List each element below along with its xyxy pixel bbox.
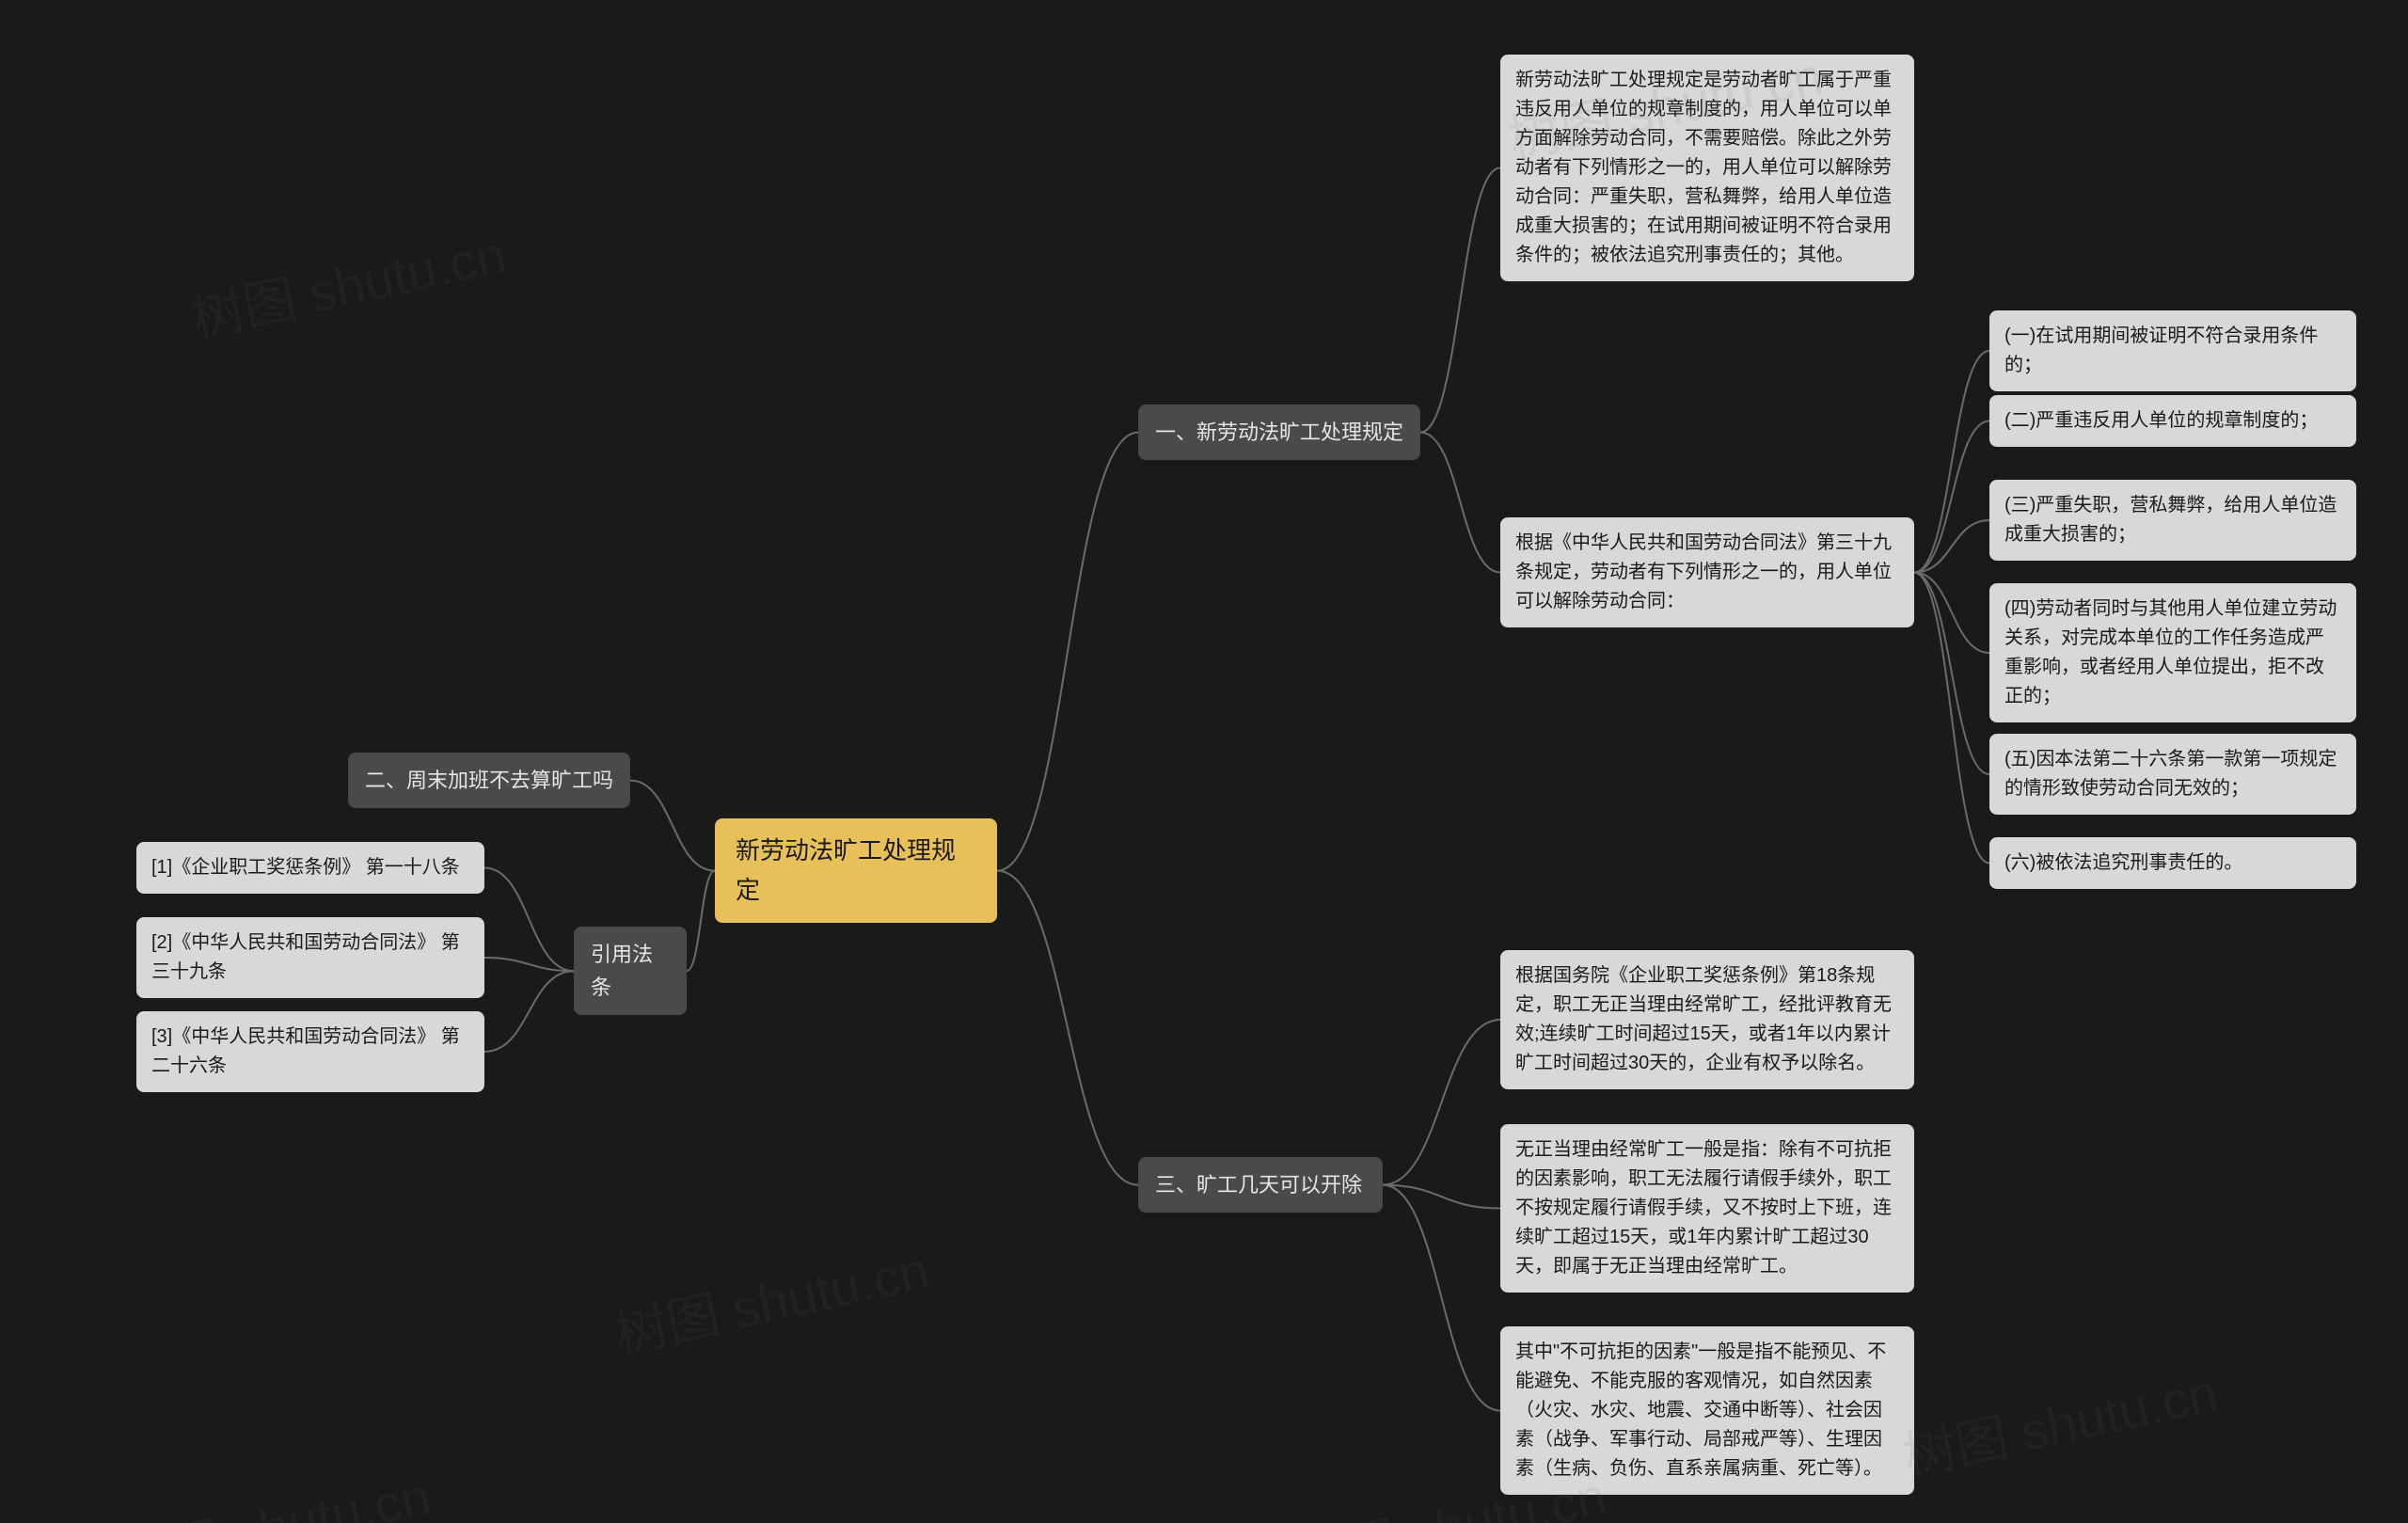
leaf-ref-2[interactable]: [2]《中华人民共和国劳动合同法》 第三十九条 xyxy=(136,917,484,998)
watermark: 树图 shutu.cn xyxy=(108,1454,436,1523)
leaf-b1-2-4[interactable]: (四)劳动者同时与其他用人单位建立劳动关系，对完成本单位的工作任务造成严重影响，… xyxy=(1989,583,2356,722)
root-node[interactable]: 新劳动法旷工处理规定 xyxy=(715,818,997,923)
watermark: 树图 shutu.cn xyxy=(607,1229,935,1370)
leaf-b3-3[interactable]: 其中"不可抗拒的因素"一般是指不能预见、不能避免、不能克服的客观情况，如自然因素… xyxy=(1500,1326,1914,1495)
branch-section-1[interactable]: 一、新劳动法旷工处理规定 xyxy=(1138,405,1420,460)
leaf-b1-2-3[interactable]: (三)严重失职，营私舞弊，给用人单位造成重大损害的； xyxy=(1989,480,2356,561)
watermark: 树图 shutu.cn xyxy=(1895,1351,2224,1492)
leaf-b1-1[interactable]: 新劳动法旷工处理规定是劳动者旷工属于严重违反用人单位的规章制度的，用人单位可以单… xyxy=(1500,55,1914,281)
leaf-ref-3[interactable]: [3]《中华人民共和国劳动合同法》 第二十六条 xyxy=(136,1011,484,1092)
leaf-b1-2-2[interactable]: (二)严重违反用人单位的规章制度的； xyxy=(1989,395,2356,447)
watermark: 树图 shutu.cn xyxy=(183,213,512,354)
branch-references[interactable]: 引用法条 xyxy=(574,927,687,1015)
leaf-b1-2-5[interactable]: (五)因本法第二十六条第一款第一项规定的情形致使劳动合同无效的； xyxy=(1989,734,2356,815)
branch-section-2[interactable]: 二、周末加班不去算旷工吗 xyxy=(348,753,630,808)
leaf-b1-2-6[interactable]: (六)被依法追究刑事责任的。 xyxy=(1989,837,2356,889)
leaf-b3-2[interactable]: 无正当理由经常旷工一般是指：除有不可抗拒的因素影响，职工无法履行请假手续外，职工… xyxy=(1500,1124,1914,1293)
branch-section-3[interactable]: 三、旷工几天可以开除 xyxy=(1138,1157,1383,1213)
leaf-b1-2-1[interactable]: (一)在试用期间被证明不符合录用条件的； xyxy=(1989,310,2356,391)
leaf-b3-1[interactable]: 根据国务院《企业职工奖惩条例》第18条规定，职工无正当理由经常旷工，经批评教育无… xyxy=(1500,950,1914,1089)
leaf-ref-1[interactable]: [1]《企业职工奖惩条例》 第一十八条 xyxy=(136,842,484,894)
leaf-b1-2[interactable]: 根据《中华人民共和国劳动合同法》第三十九条规定，劳动者有下列情形之一的，用人单位… xyxy=(1500,517,1914,627)
